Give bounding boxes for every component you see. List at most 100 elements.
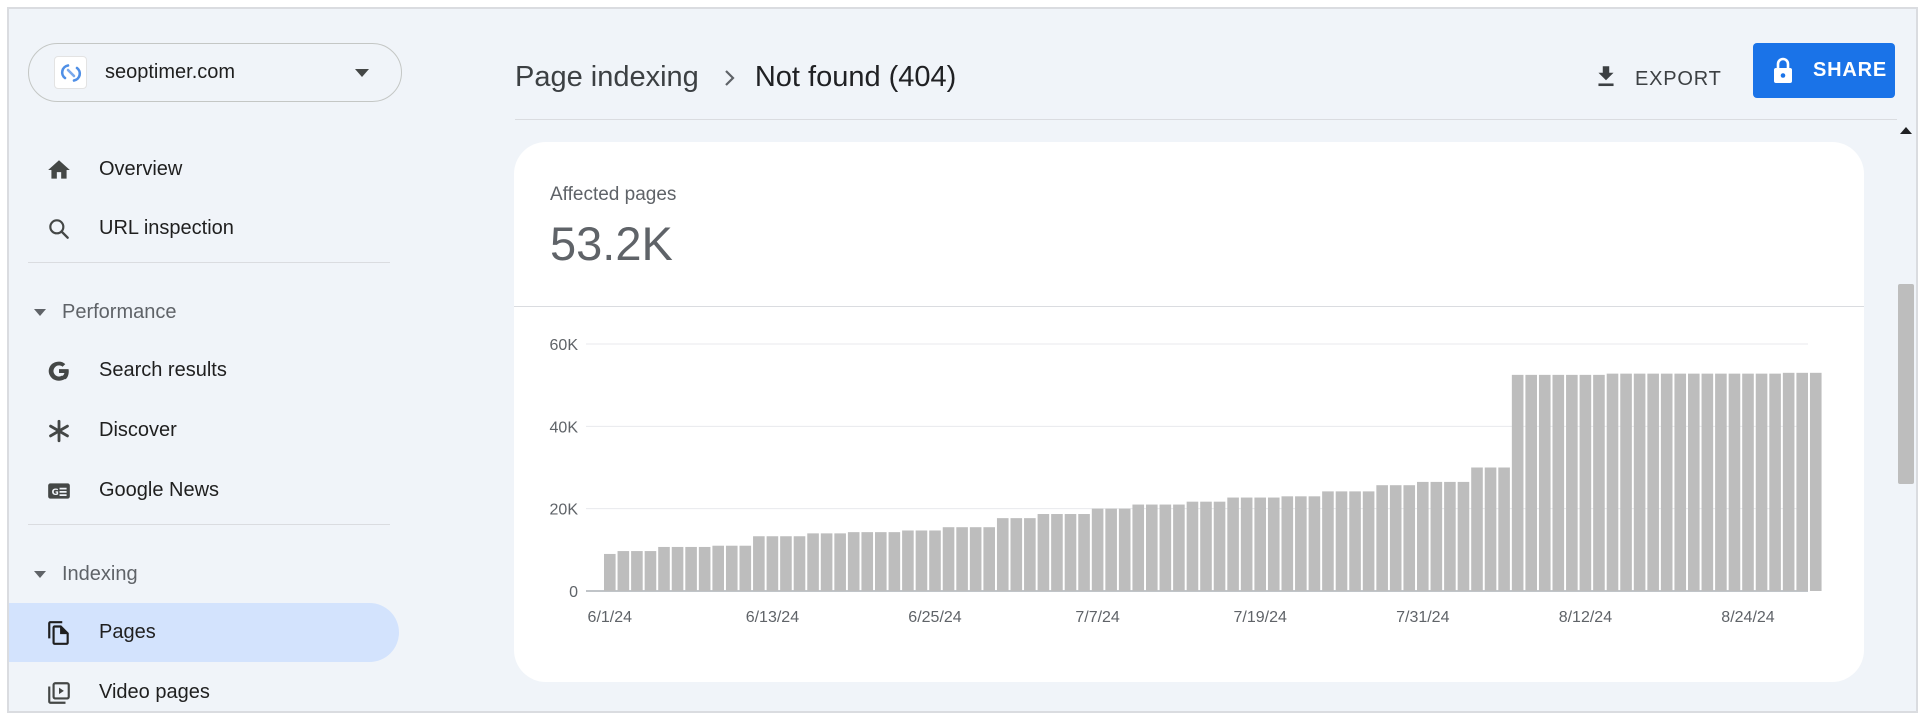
page-header: Page indexing Not found (404) EXPORT SHA… <box>515 9 1897 119</box>
chart-bar <box>739 545 752 591</box>
chart-bar <box>969 527 982 591</box>
chart-bar <box>712 545 724 591</box>
chart-bar <box>1566 374 1578 591</box>
export-label: EXPORT <box>1635 67 1722 90</box>
chart-bar <box>929 530 941 591</box>
sidebar-item-pages[interactable]: Pages <box>9 603 399 662</box>
sidebar-item-label: Pages <box>99 621 156 643</box>
chart-bar <box>1701 373 1714 591</box>
pages-icon <box>45 619 73 647</box>
chart-bar <box>1254 497 1266 591</box>
chart-bar <box>1430 481 1443 591</box>
page-title: Not found (404) <box>754 61 957 93</box>
x-tick-label: 6/1/24 <box>588 609 633 626</box>
scrollbar-thumb[interactable] <box>1898 284 1914 484</box>
chart-bar <box>698 546 711 591</box>
sidebar-item-search-results[interactable]: Search results <box>9 341 399 400</box>
sidebar-item-label: URL inspection <box>99 217 234 239</box>
chart-bar <box>956 527 968 591</box>
breadcrumb: Page indexing Not found (404) <box>515 61 956 94</box>
section-indexing-toggle[interactable]: Indexing <box>9 554 399 594</box>
sidebar-item-overview[interactable]: Overview <box>9 140 399 199</box>
metric-value: 53.2K <box>550 217 673 270</box>
property-selector[interactable]: seoptimer.com <box>28 43 402 102</box>
chart-bar <box>1159 504 1172 591</box>
export-button[interactable]: EXPORT <box>1593 59 1722 99</box>
chart-bar <box>1376 485 1388 591</box>
sidebar-divider <box>28 524 390 525</box>
chart-bar <box>1728 373 1741 591</box>
chart-bar <box>847 532 860 591</box>
dropdown-caret-icon <box>355 69 369 77</box>
chart-bar <box>834 533 846 591</box>
chart-bar <box>915 530 928 591</box>
y-tick-label: 60K <box>550 337 579 354</box>
chart-bar <box>1010 518 1023 591</box>
sidebar-item-google-news[interactable]: G Google News <box>9 461 399 520</box>
chart-bar <box>671 546 684 591</box>
x-tick-label: 7/7/24 <box>1075 609 1120 626</box>
chart-bar <box>1118 508 1131 591</box>
chevron-right-icon <box>723 68 737 88</box>
chart-bar <box>1335 491 1348 591</box>
share-button[interactable]: SHARE <box>1753 43 1895 98</box>
x-tick-label: 7/31/24 <box>1396 609 1449 626</box>
chart-bar <box>820 533 833 591</box>
video-pages-icon <box>45 679 73 707</box>
chart-bar <box>1715 373 1727 591</box>
chart-bar <box>1417 481 1429 591</box>
chart-bar <box>1227 497 1239 591</box>
chart-bar <box>983 527 995 591</box>
chart-bar <box>875 532 887 591</box>
chart-bar <box>1782 372 1795 591</box>
chart-bar <box>1105 508 1117 591</box>
chart-bar <box>1769 373 1781 591</box>
section-performance-toggle[interactable]: Performance <box>9 292 399 332</box>
chart-bar <box>1349 491 1361 591</box>
property-name: seoptimer.com <box>105 61 236 83</box>
section-label: Performance <box>62 300 177 323</box>
chart-bar <box>1186 501 1199 591</box>
chart-bar <box>1037 514 1050 591</box>
sidebar-item-url-inspection[interactable]: URL inspection <box>9 199 399 258</box>
chart-bar <box>1444 481 1456 591</box>
collapse-triangle-icon <box>34 571 46 578</box>
chart-bar <box>1322 491 1334 591</box>
chart-bar <box>1200 501 1212 591</box>
chart-bar <box>1240 497 1253 591</box>
chart-bar <box>1660 373 1673 591</box>
sidebar-item-discover[interactable]: Discover <box>9 401 399 460</box>
vertical-scrollbar[interactable] <box>1894 119 1916 711</box>
chart-bar <box>1146 504 1158 591</box>
sidebar-item-label: Search results <box>99 359 227 381</box>
google-news-icon: G <box>45 477 73 505</box>
chart-bar <box>617 551 630 591</box>
x-tick-label: 7/19/24 <box>1234 609 1287 626</box>
chart-bar <box>1579 374 1592 591</box>
chart-bar <box>1809 372 1822 591</box>
scroll-up-arrow-icon[interactable] <box>1900 127 1912 134</box>
chart-bar <box>1213 501 1226 591</box>
header-divider <box>515 119 1897 120</box>
chart-bar <box>1457 481 1470 591</box>
chart-bar <box>996 518 1009 591</box>
chart-bar <box>1674 373 1687 591</box>
chart-bar <box>1267 497 1280 591</box>
sidebar-item-video-pages[interactable]: Video pages <box>9 663 399 711</box>
sidebar-item-label: Discover <box>99 419 177 441</box>
chart-bar <box>753 536 765 591</box>
chart-bar <box>1633 373 1646 591</box>
chart-bar <box>902 530 914 591</box>
chart-bar <box>1538 374 1551 591</box>
chart-bar <box>1742 373 1754 591</box>
home-icon <box>45 156 73 184</box>
lock-icon <box>1771 56 1795 86</box>
x-tick-label: 6/13/24 <box>746 609 799 626</box>
chart-bar <box>888 532 901 591</box>
share-label: SHARE <box>1813 59 1888 81</box>
affected-pages-card: Affected pages 53.2K 0 20K 40K 60K 6/1/24 6/1… <box>514 142 1864 682</box>
card-divider <box>514 306 1864 307</box>
property-logo-icon <box>54 56 87 89</box>
metric-label: Affected pages <box>550 184 677 205</box>
breadcrumb-parent-link[interactable]: Page indexing <box>515 61 699 93</box>
